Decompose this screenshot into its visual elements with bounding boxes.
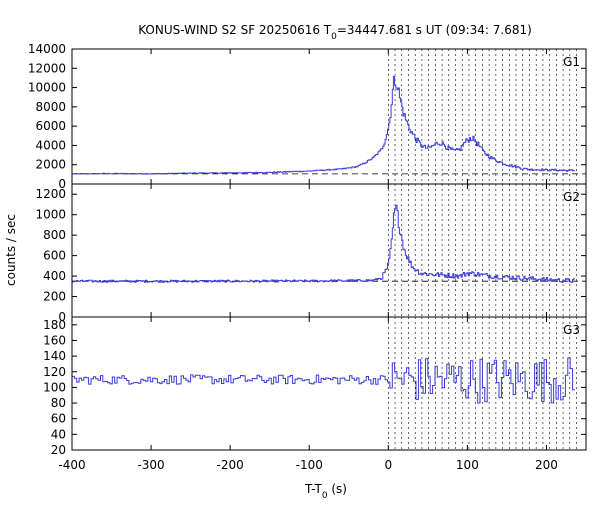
panel-g2-y-tick-label: 600 — [43, 249, 66, 263]
x-tick-label: 0 — [384, 458, 392, 472]
chart-title-rest: =34447.681 s UT (09:34: 7.681) — [337, 23, 532, 37]
x-axis-label-unit: (s) — [328, 482, 347, 496]
panel-g1-y-tick-label: 14000 — [28, 42, 66, 56]
panel-g2-frame — [71, 183, 587, 318]
panel-g2-series-line — [72, 204, 575, 283]
panel-g3-y-tick-label: 180 — [43, 318, 66, 332]
chart-title-subscript: 0 — [331, 32, 337, 42]
x-tick-label: 200 — [535, 458, 558, 472]
panel-g1-y-tick-label: 12000 — [28, 61, 66, 75]
panel-g2-y-tick-label: 1000 — [35, 208, 66, 222]
x-axis-label-main: T-T — [304, 482, 322, 496]
panel-g1-y-tick-label: 10000 — [28, 81, 66, 95]
panel-g1-y-tick-label: 8000 — [35, 100, 66, 114]
x-tick-label: -200 — [217, 458, 244, 472]
x-tick-label: -400 — [58, 458, 85, 472]
x-axis-label: T-T0 (s) — [304, 482, 347, 500]
panel-g1-frame — [71, 48, 587, 185]
panel-g3-y-tick-label: 100 — [43, 380, 66, 394]
panel-g3-y-tick-label: 120 — [43, 365, 66, 379]
panel-g3-y-tick-label: 160 — [43, 333, 66, 347]
y-axis-label: counts / sec — [4, 214, 18, 286]
panel-g2-y-tick-label: 1200 — [35, 187, 66, 201]
panel-g1-y-tick-label: 0 — [58, 177, 66, 191]
panel-g1-y-tick-label: 4000 — [35, 138, 66, 152]
panel-g2: 0 200 400 600 800 1000 1200 G2 — [35, 183, 587, 324]
chart-title: KONUS-WIND S2 SF 20250616 T0=34447.681 s… — [138, 23, 532, 42]
panel-g1-y-tick-label: 2000 — [35, 158, 66, 172]
panel-g1: 0 2000 4000 6000 8000 10000 12000 14000 G1 — [28, 42, 587, 191]
panels-group: 02000400060008000100001200014000G1020040… — [28, 42, 587, 472]
panel-g3-tag: G3 — [563, 323, 580, 337]
panel-g2-y-tick-label: 400 — [43, 269, 66, 283]
panel-g1-y-tick-label: 6000 — [35, 119, 66, 133]
panel-g3-y-tick-label: 60 — [51, 412, 66, 426]
x-tick-label: -100 — [296, 458, 323, 472]
panel-g2-y-tick-label: 200 — [43, 290, 66, 304]
chart-title-main: KONUS-WIND S2 SF 20250616 T — [138, 23, 332, 37]
panel-g3-frame — [71, 316, 587, 451]
panel-g1-tag: G1 — [563, 55, 580, 69]
panel-g3-series-line — [72, 357, 575, 404]
panel-g2-y-tick-label: 0 — [58, 310, 66, 324]
x-tick-label: -300 — [137, 458, 164, 472]
panel-g3-y-tick-label: 140 — [43, 349, 66, 363]
panel-g1-series-line — [72, 76, 575, 175]
x-axis-label-subscript: 0 — [322, 491, 328, 500]
panel-g3-y-tick-label: 80 — [51, 396, 66, 410]
panel-g3-y-tick-label: 20 — [51, 443, 66, 457]
panel-g2-y-tick-label: 800 — [43, 228, 66, 242]
x-tick-label: 100 — [456, 458, 479, 472]
panel-g3-y-tick-label: 40 — [51, 427, 66, 441]
panel-g2-tag: G2 — [563, 190, 580, 204]
